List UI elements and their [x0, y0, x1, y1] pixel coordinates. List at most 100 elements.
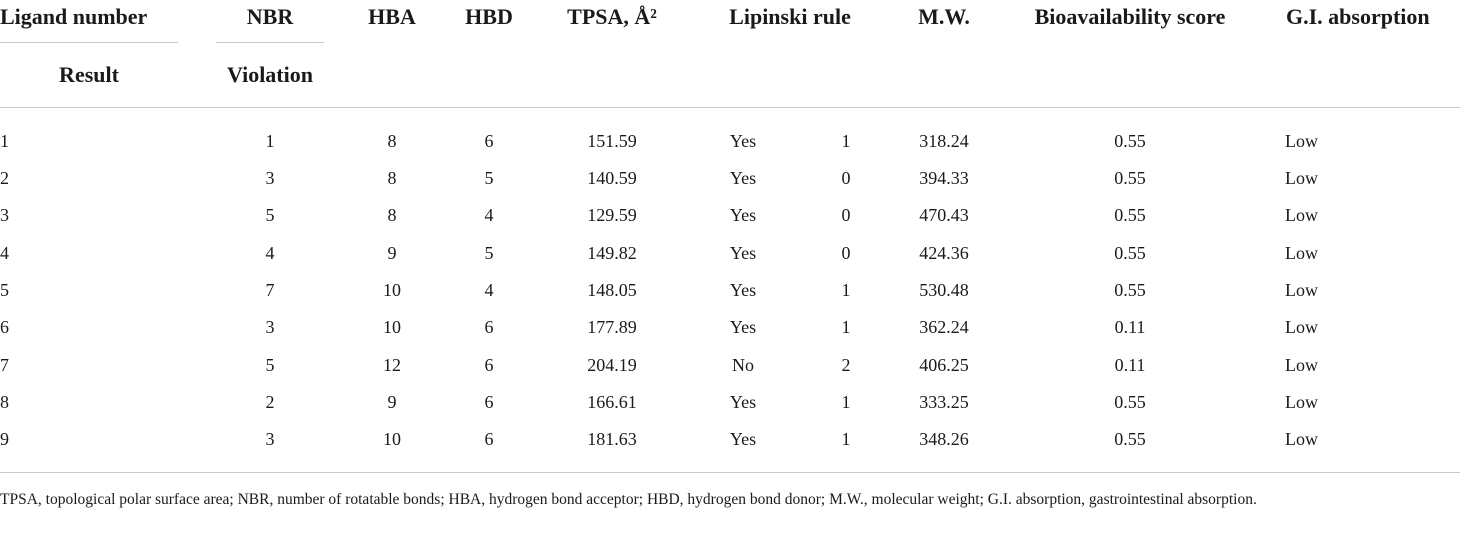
cell-score: 0.55: [1114, 392, 1146, 412]
cell-ligand: 3: [0, 205, 9, 225]
cell-hba: 8: [387, 131, 397, 151]
cell-tpsa: 140.59: [587, 168, 637, 188]
cell-tpsa: 181.63: [587, 429, 637, 449]
cell-score: 0.55: [1114, 205, 1146, 225]
cell-mw: 348.26: [919, 429, 969, 449]
cell-score: 0.55: [1114, 280, 1146, 300]
header-lipinski-rule: Lipinski rule: [729, 4, 851, 29]
cell-gi: Low: [1285, 168, 1318, 188]
cell-violation: 2: [841, 355, 851, 375]
cell-score: 0.55: [1114, 429, 1146, 449]
header-rule-nbr: [216, 42, 324, 43]
cell-nbr: 3: [265, 317, 275, 337]
header-hbd: HBD: [465, 4, 513, 29]
cell-hba: 10: [383, 317, 401, 337]
cell-nbr: 2: [265, 392, 275, 412]
cell-gi: Low: [1285, 317, 1318, 337]
cell-result: Yes: [729, 280, 757, 300]
cell-ligand: 8: [0, 392, 9, 412]
cell-hbd: 6: [484, 355, 494, 375]
header-mw: M.W.: [918, 4, 970, 29]
cell-result: Yes: [729, 429, 757, 449]
cell-result: Yes: [729, 205, 757, 225]
cell-score: 0.11: [1114, 317, 1146, 337]
cell-hbd: 5: [484, 168, 494, 188]
subheader-violation: Violation: [227, 62, 313, 87]
cell-tpsa: 149.82: [587, 243, 637, 263]
cell-tpsa: 129.59: [587, 205, 637, 225]
cell-violation: 1: [841, 317, 851, 337]
cell-violation: 1: [841, 392, 851, 412]
cell-hba: 12: [383, 355, 401, 375]
table-bottom-rule: [0, 472, 1460, 473]
header-gi-absorption: G.I. absorption: [1286, 4, 1430, 29]
cell-ligand: 2: [0, 168, 9, 188]
cell-hbd: 5: [484, 243, 494, 263]
cell-gi: Low: [1285, 243, 1318, 263]
cell-result: Yes: [729, 131, 757, 151]
header-ligand-number: Ligand number: [0, 4, 148, 29]
cell-hbd: 6: [484, 317, 494, 337]
cell-nbr: 3: [265, 168, 275, 188]
cell-mw: 470.43: [919, 205, 969, 225]
cell-mw: 424.36: [919, 243, 969, 263]
cell-nbr: 3: [265, 429, 275, 449]
table-footnote: TPSA, topological polar surface area; NB…: [0, 491, 1257, 508]
cell-result: Yes: [729, 243, 757, 263]
header-hba: HBA: [368, 4, 416, 29]
header-bioavailability-score: Bioavailability score: [1034, 4, 1226, 29]
cell-nbr: 1: [265, 131, 275, 151]
cell-gi: Low: [1285, 131, 1318, 151]
subheader-result: Result: [59, 62, 119, 87]
cell-tpsa: 177.89: [587, 317, 637, 337]
cell-hbd: 6: [484, 131, 494, 151]
cell-nbr: 7: [265, 280, 275, 300]
cell-violation: 1: [841, 131, 851, 151]
cell-gi: Low: [1285, 205, 1318, 225]
cell-hbd: 6: [484, 429, 494, 449]
cell-mw: 406.25: [919, 355, 969, 375]
cell-ligand: 1: [0, 131, 9, 151]
cell-violation: 0: [841, 205, 851, 225]
cell-mw: 394.33: [919, 168, 969, 188]
cell-nbr: 5: [265, 205, 275, 225]
cell-hba: 9: [387, 243, 397, 263]
cell-score: 0.11: [1114, 355, 1146, 375]
cell-ligand: 4: [0, 243, 9, 263]
cell-hba: 10: [383, 429, 401, 449]
cell-gi: Low: [1285, 280, 1318, 300]
header-nbr: NBR: [246, 4, 294, 29]
cell-result: Yes: [729, 168, 757, 188]
cell-hba: 8: [387, 168, 397, 188]
cell-ligand: 6: [0, 317, 9, 337]
cell-hba: 10: [383, 280, 401, 300]
header-bottom-rule: [0, 107, 1460, 108]
cell-ligand: 9: [0, 429, 9, 449]
cell-gi: Low: [1285, 429, 1318, 449]
cell-result: Yes: [729, 317, 757, 337]
cell-mw: 318.24: [919, 131, 969, 151]
cell-tpsa: 151.59: [587, 131, 637, 151]
cell-ligand: 5: [0, 280, 9, 300]
cell-nbr: 5: [265, 355, 275, 375]
cell-gi: Low: [1285, 355, 1318, 375]
header-rule-ligand: [0, 42, 178, 43]
cell-tpsa: 166.61: [587, 392, 637, 412]
cell-hbd: 4: [484, 280, 494, 300]
cell-gi: Low: [1285, 392, 1318, 412]
cell-violation: 1: [841, 280, 851, 300]
cell-score: 0.55: [1114, 243, 1146, 263]
cell-score: 0.55: [1114, 168, 1146, 188]
cell-violation: 0: [841, 168, 851, 188]
cell-mw: 362.24: [919, 317, 969, 337]
cell-hbd: 4: [484, 205, 494, 225]
cell-nbr: 4: [265, 243, 275, 263]
cell-tpsa: 148.05: [587, 280, 637, 300]
cell-result: No: [732, 355, 754, 375]
cell-violation: 0: [841, 243, 851, 263]
cell-score: 0.55: [1114, 131, 1146, 151]
cell-mw: 333.25: [919, 392, 969, 412]
cell-mw: 530.48: [919, 280, 969, 300]
cell-hbd: 6: [484, 392, 494, 412]
cell-hba: 8: [387, 205, 397, 225]
